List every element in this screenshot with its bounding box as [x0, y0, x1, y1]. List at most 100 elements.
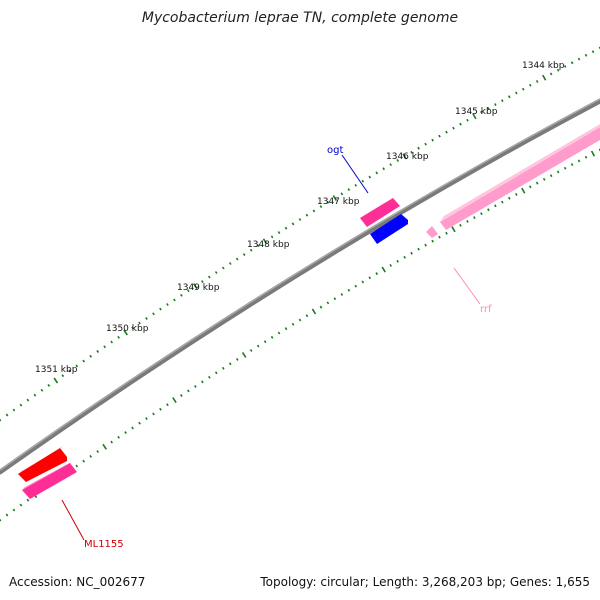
gene-feature-ml1155-red[interactable] [18, 446, 67, 482]
minor-tick [375, 272, 379, 276]
minor-tick [75, 364, 79, 368]
minor-tick [431, 239, 434, 243]
minor-tick [340, 293, 344, 296]
minor-tick [445, 130, 448, 134]
minor-tick [89, 354, 93, 358]
ml1155-label-connector [61, 499, 85, 541]
minor-tick [487, 208, 490, 212]
minor-tick [180, 293, 183, 297]
minor-tick [508, 196, 511, 200]
major-tick [193, 283, 198, 290]
inner-tick-ring [0, 148, 600, 522]
minor-tick [305, 213, 309, 217]
minor-tick [82, 459, 86, 463]
gene-feature-rrf-arrow[interactable] [426, 226, 438, 238]
major-tick [332, 195, 338, 202]
minor-tick [214, 271, 218, 274]
minor-tick [459, 122, 462, 126]
minor-tick [33, 393, 37, 397]
minor-tick [417, 146, 420, 150]
minor-tick [110, 440, 113, 444]
minor-tick [256, 344, 260, 348]
gene-label-ogt[interactable]: ogt [327, 145, 343, 156]
minor-tick [152, 312, 155, 316]
minor-tick [480, 110, 483, 114]
major-tick [123, 329, 128, 336]
minor-tick [452, 126, 455, 130]
minor-tick [410, 150, 413, 154]
kbp-label-1346: 1346 kbp [386, 152, 429, 162]
minor-tick [438, 134, 441, 138]
genome-summary-text: Topology: circular; Length: 3,268,203 bp… [260, 575, 590, 589]
minor-tick [12, 508, 16, 512]
minor-tick [284, 226, 288, 230]
minor-tick [382, 167, 385, 171]
minor-tick [117, 335, 120, 339]
minor-tick [270, 335, 274, 339]
minor-tick [570, 163, 574, 166]
minor-tick [256, 244, 260, 248]
map-title: Mycobacterium leprae TN, complete genome [141, 10, 459, 26]
major-tick [542, 74, 547, 81]
minor-tick [284, 327, 288, 331]
minor-tick [277, 331, 281, 335]
minor-tick [5, 513, 9, 517]
minor-tick [47, 383, 51, 387]
minor-tick [221, 366, 225, 370]
minor-tick [312, 209, 316, 213]
minor-tick [68, 369, 72, 373]
minor-tick [145, 417, 148, 421]
minor-tick [0, 518, 2, 522]
kbp-label-1349: 1349 kbp [177, 283, 220, 293]
minor-tick [556, 170, 560, 174]
minor-tick [528, 83, 532, 87]
major-tick [521, 187, 526, 194]
gene-feature-ml1155-magenta[interactable] [22, 461, 77, 499]
minor-tick [159, 407, 162, 411]
minor-tick [194, 384, 197, 388]
major-tick [451, 226, 456, 233]
minor-tick [166, 403, 169, 407]
minor-tick [298, 318, 302, 322]
minor-tick [138, 321, 141, 325]
minor-tick [549, 174, 553, 178]
minor-tick [340, 192, 344, 196]
minor-tick [535, 181, 539, 185]
minor-tick [228, 362, 232, 366]
minor-tick [570, 61, 574, 65]
minor-tick [577, 159, 581, 163]
minor-tick [138, 421, 141, 425]
minor-tick [110, 340, 113, 344]
minor-tick [494, 204, 497, 208]
minor-tick [354, 183, 358, 187]
minor-tick [89, 454, 93, 458]
minor-tick [515, 193, 518, 196]
minor-tick [173, 298, 176, 302]
minor-tick [131, 326, 134, 330]
minor-tick [361, 179, 365, 183]
minor-tick [207, 275, 211, 279]
minor-tick [235, 257, 239, 261]
gene-label-rrf[interactable]: rrf [480, 304, 492, 315]
minor-tick [563, 65, 567, 68]
gene-feature-ogt-blue[interactable] [370, 212, 408, 244]
minor-tick [12, 408, 16, 412]
minor-tick [242, 253, 246, 257]
minor-tick [326, 200, 330, 204]
minor-tick [124, 431, 127, 435]
minor-tick [473, 216, 476, 219]
minor-tick [305, 314, 309, 318]
minor-tick [584, 53, 588, 57]
minor-tick [235, 357, 239, 361]
major-tick [381, 266, 386, 273]
gene-feature-ogt-magenta[interactable] [360, 196, 400, 227]
gene-feature-rrf-bar[interactable] [440, 124, 600, 230]
minor-tick [501, 99, 504, 103]
minor-tick [19, 503, 23, 507]
gene-label-ml1155[interactable]: ML1155 [84, 539, 124, 550]
minor-tick [466, 220, 469, 223]
minor-tick [542, 177, 546, 181]
minor-tick [187, 389, 190, 393]
minor-tick [201, 280, 204, 284]
minor-tick [75, 464, 79, 468]
